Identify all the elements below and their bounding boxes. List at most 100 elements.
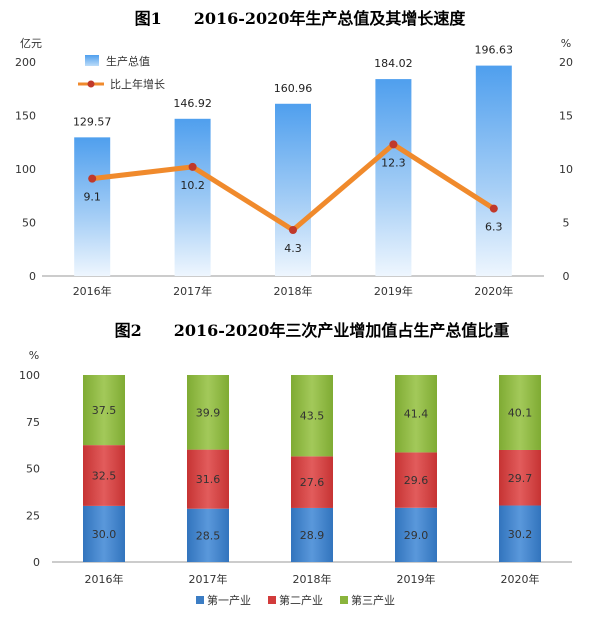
chart2-x-tick-label: 2020年 — [501, 572, 540, 586]
gdp-bar-label: 160.96 — [274, 82, 313, 95]
legend-label-sector-1: 第一产业 — [207, 593, 251, 607]
growth-point-label: 6.3 — [485, 221, 503, 234]
chart1-right-tick-label: 15 — [559, 110, 573, 123]
chart1-left-tick-label: 200 — [15, 56, 36, 69]
chart2-y-tick-label: 25 — [26, 509, 40, 522]
chart1-left-tick-label: 150 — [15, 110, 36, 123]
segment-label: 39.9 — [196, 406, 221, 419]
growth-point — [489, 204, 498, 213]
gdp-bar-label: 184.02 — [374, 57, 413, 70]
chart1-right-axis-label: % — [561, 37, 571, 50]
gdp-bar — [375, 79, 412, 276]
chart1-right-tick-label: 5 — [563, 217, 570, 230]
chart2-x-tick-label: 2017年 — [189, 572, 228, 586]
chart1-right-ticks: 0 5 10 15 20 — [559, 56, 573, 283]
growth-point — [389, 140, 398, 149]
legend-swatch-growth-marker — [87, 80, 95, 88]
segment-3 — [395, 375, 437, 453]
chart1-left-ticks: 0 50 100 150 200 — [15, 56, 36, 283]
chart1-left-tick-label: 50 — [22, 217, 36, 230]
chart1-x-tick-label: 2017年 — [173, 284, 212, 298]
growth-point-label: 10.2 — [180, 179, 205, 192]
chart2-y-tick-label: 0 — [33, 556, 40, 569]
segment-1 — [187, 508, 229, 562]
gdp-bar-label: 129.57 — [73, 115, 112, 128]
segment-label: 30.2 — [508, 528, 533, 541]
segment-1 — [499, 505, 541, 562]
segment-label: 31.6 — [196, 473, 221, 486]
chart1-x-tick-label: 2020年 — [474, 284, 513, 298]
segment-2 — [83, 445, 125, 506]
chart1-x-ticks: 2016年 2017年 2018年 2019年 2020年 — [73, 284, 514, 298]
chart2-y-tick-label: 75 — [26, 416, 40, 429]
segment-label: 32.5 — [92, 470, 117, 483]
chart2-y-axis-label: % — [29, 349, 39, 362]
chart2-stacked-bars: 30.0 32.5 37.5 28.5 31.6 39.9 28.9 27.6 43.5 29.0… — [83, 375, 541, 562]
segment-3 — [187, 375, 229, 450]
legend-label-gdp: 生产总值 — [106, 54, 150, 68]
chart2-x-tick-label: 2016年 — [85, 572, 124, 586]
chart2-x-tick-label: 2018年 — [293, 572, 332, 586]
chart1-left-tick-label: 100 — [15, 163, 36, 176]
legend-swatch-gdp — [85, 55, 99, 66]
chart2-x-ticks: 2016年 2017年 2018年 2019年 2020年 — [85, 572, 540, 586]
chart1: 图1 2016-2020年生产总值及其增长速度 亿元 % 05010015020… — [15, 9, 573, 298]
gdp-bar — [74, 137, 111, 276]
chart2-y-tick-label: 100 — [19, 369, 40, 382]
chart1-x-tick-label: 2016年 — [73, 284, 112, 298]
segment-3 — [499, 375, 541, 450]
segment-2 — [291, 456, 333, 508]
chart1-left-tick-label: 0 — [29, 270, 36, 283]
chart1-right-tick-label: 0 — [563, 270, 570, 283]
segment-3 — [83, 375, 125, 446]
segment-1 — [291, 507, 333, 562]
gdp-bar — [174, 118, 211, 277]
legend-label-sector-2: 第二产业 — [279, 593, 323, 607]
legend-label-growth: 比上年增长 — [110, 77, 165, 91]
chart1-x-tick-label: 2018年 — [274, 284, 313, 298]
segment-label: 30.0 — [92, 528, 117, 541]
gdp-bar — [275, 103, 311, 276]
chart2-y-ticks: 0 25 50 75 100 — [19, 369, 40, 569]
growth-point-label: 12.3 — [381, 156, 406, 169]
segment-label: 28.5 — [196, 529, 221, 542]
growth-point-label: 9.1 — [83, 191, 101, 204]
chart1-left-axis-label: 亿元 — [20, 37, 42, 50]
chart2: 图2 2016-2020年三次产业增加值占生产总值比重 % 0 25 50 75 100… — [19, 321, 572, 607]
segment-1 — [83, 505, 125, 562]
segment-label: 29.7 — [508, 472, 533, 485]
chart1-title: 图1 2016-2020年生产总值及其增长速度 — [135, 9, 467, 28]
legend-swatch-sector-3 — [340, 596, 348, 604]
legend-label-sector-3: 第三产业 — [351, 593, 395, 607]
gdp-bar — [475, 65, 512, 277]
chart1-bars: 129.57 146.92 160.96 184.02 196.63 — [73, 44, 514, 277]
gdp-bar-label: 146.92 — [173, 97, 212, 110]
chart1-right-tick-label: 10 — [559, 163, 573, 176]
segment-label: 40.1 — [508, 406, 533, 419]
segment-2 — [187, 449, 229, 509]
growth-point-label: 4.3 — [284, 242, 302, 255]
segment-label: 27.6 — [300, 476, 325, 489]
segment-label: 41.4 — [404, 408, 429, 421]
chart1-legend: 生产总值 比上年增长 — [78, 54, 165, 91]
growth-point — [289, 225, 297, 234]
segment-2 — [499, 449, 541, 506]
legend-swatch-sector-1 — [196, 596, 204, 604]
segment-label: 29.6 — [404, 474, 429, 487]
chart1-growth-line: 9.1 10.2 4.3 12.3 6.3 — [83, 140, 503, 255]
growth-point — [88, 174, 97, 183]
chart2-title: 图2 2016-2020年三次产业增加值占生产总值比重 — [115, 321, 510, 340]
chart2-x-tick-label: 2019年 — [397, 572, 436, 586]
segment-label: 43.5 — [300, 410, 325, 423]
chart2-legend: 第一产业 第二产业 第三产业 — [196, 593, 395, 607]
segment-2 — [395, 452, 437, 508]
segment-label: 37.5 — [92, 404, 117, 417]
segment-3 — [291, 375, 333, 457]
chart2-y-tick-label: 50 — [26, 463, 40, 476]
legend-swatch-sector-2 — [268, 596, 276, 604]
gdp-bar-label: 196.63 — [475, 44, 514, 57]
segment-label: 28.9 — [300, 529, 325, 542]
growth-point — [188, 162, 197, 171]
chart1-right-tick-label: 20 — [559, 56, 573, 69]
